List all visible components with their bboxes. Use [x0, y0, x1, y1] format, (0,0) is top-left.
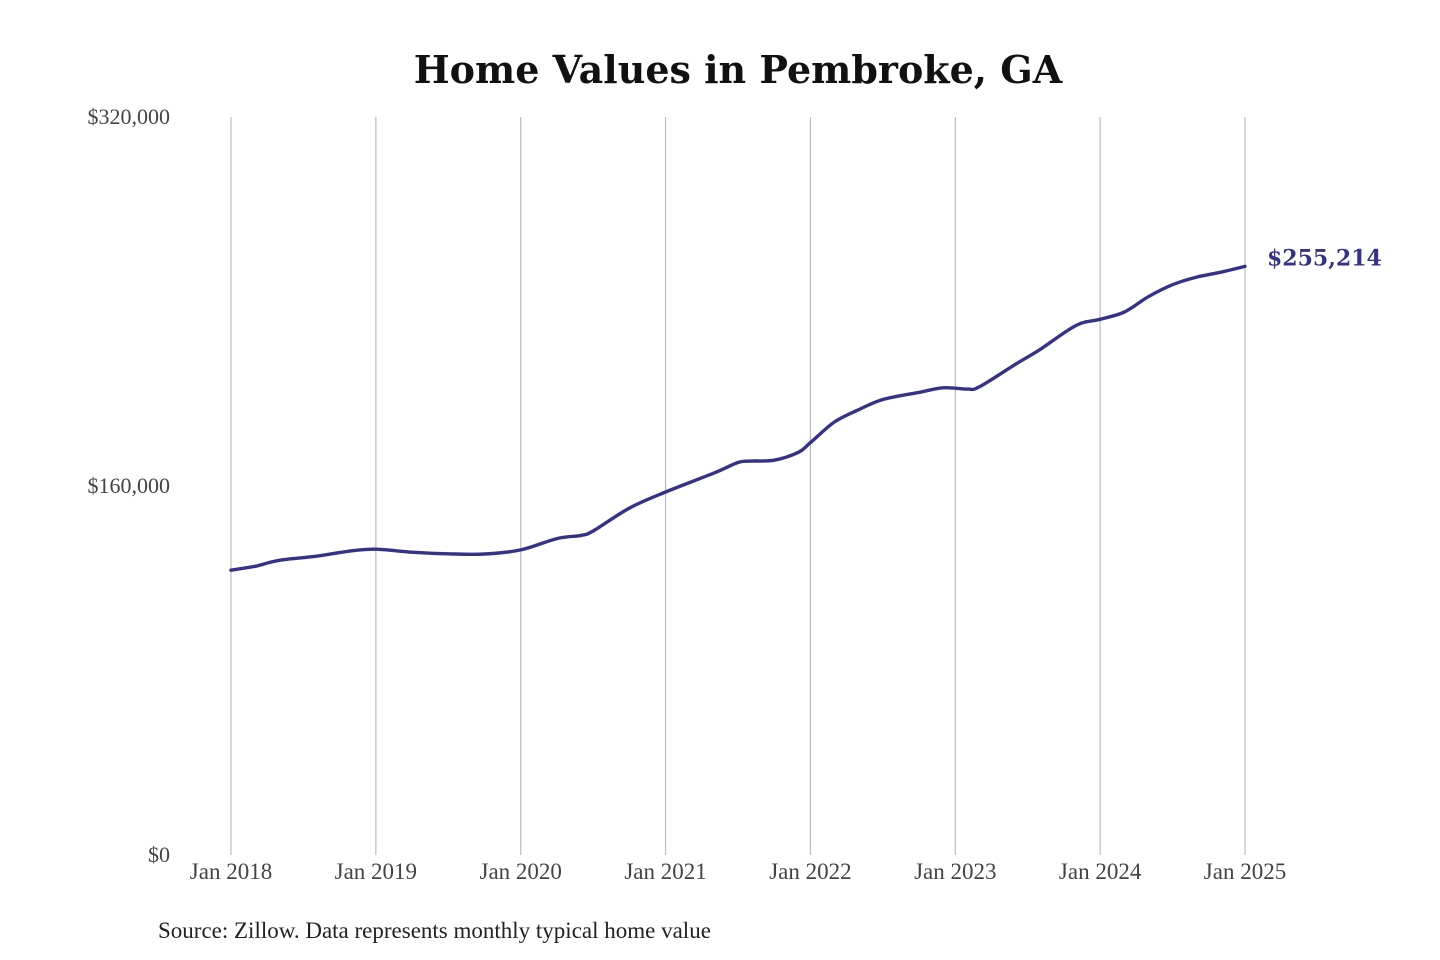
y-tick-label: $320,000	[88, 104, 171, 129]
y-axis-tick-labels: $0 $160,000 $320,000	[88, 104, 171, 867]
x-tick-label: Jan 2019	[335, 859, 417, 884]
x-tick-label: Jan 2021	[624, 859, 706, 884]
vertical-gridlines	[230, 117, 1246, 855]
home-value-series-line	[229, 264, 1247, 572]
x-tick-label: Jan 2024	[1059, 859, 1142, 884]
x-tick-label: Jan 2018	[190, 859, 272, 884]
x-tick-label: Jan 2020	[480, 859, 562, 884]
source-note: Source: Zillow. Data represents monthly …	[158, 918, 711, 943]
x-tick-label: Jan 2025	[1204, 859, 1286, 884]
x-tick-label: Jan 2022	[769, 859, 851, 884]
x-axis-tick-labels: Jan 2018 Jan 2019 Jan 2020 Jan 2021 Jan 2022…	[190, 859, 1286, 884]
y-tick-label: $160,000	[88, 473, 171, 498]
latest-value-label: $255,214	[1267, 245, 1382, 271]
x-tick-label: Jan 2023	[914, 859, 996, 884]
y-tick-label: $0	[148, 842, 170, 867]
chart-title: Home Values in Pembroke, GA	[414, 47, 1063, 92]
